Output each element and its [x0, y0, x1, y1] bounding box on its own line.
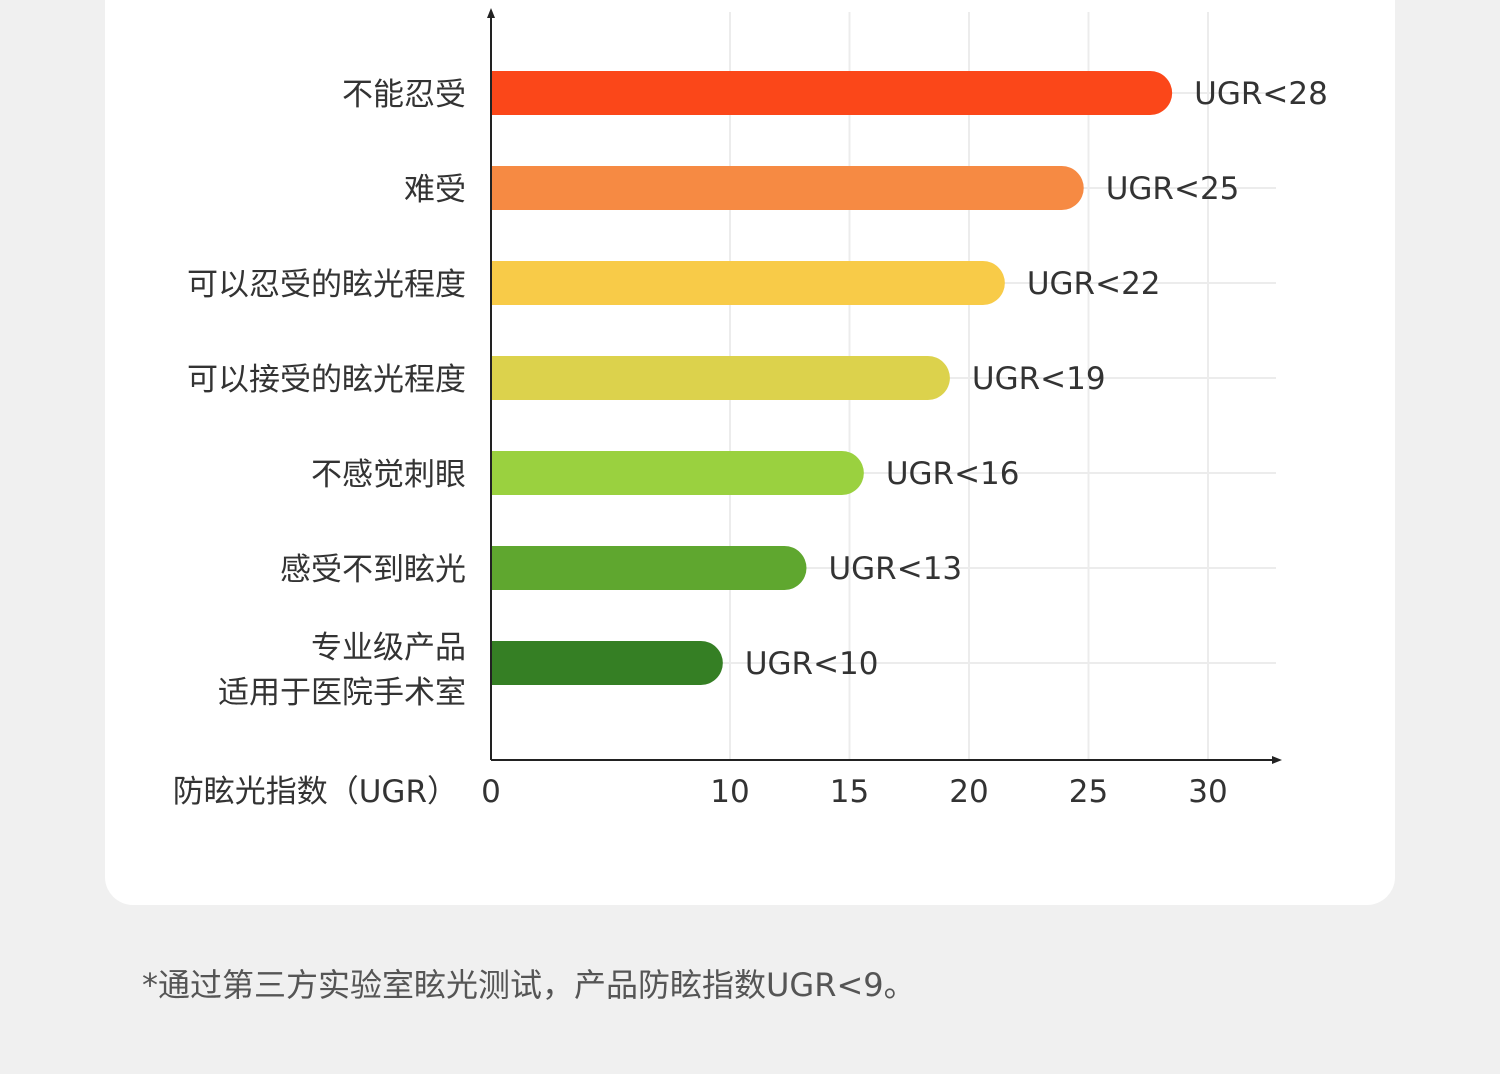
x-tick-label-10: 10: [710, 774, 749, 810]
labels: UGR<28 UGR<25 UGR<22 UGR<19 UGR<16 UGR<13 UGR<…: [173, 76, 1328, 810]
category-label-3: 可以接受的眩光程度: [187, 362, 466, 398]
x-tick-label-0: 0: [481, 774, 501, 810]
data-label-2: UGR<22: [1027, 266, 1161, 302]
data-label-3: UGR<19: [972, 361, 1106, 397]
data-label-1: UGR<25: [1106, 171, 1240, 207]
category-label-5: 感受不到眩光: [280, 552, 466, 588]
category-label-4: 不感觉刺眼: [311, 457, 466, 493]
category-label-6: 专业级产品适用于医院手术室: [218, 630, 466, 711]
footnote: *通过第三方实验室眩光测试，产品防眩指数UGR<9。: [142, 966, 916, 1004]
bar-1: [491, 166, 1084, 210]
bar-2: [491, 261, 1005, 305]
bar-3: [491, 356, 950, 400]
bar-0: [491, 71, 1173, 115]
bar-4: [491, 451, 864, 495]
bar-5: [491, 546, 807, 590]
x-tick-label-15: 15: [830, 774, 869, 810]
category-label-0: 不能忍受: [342, 77, 466, 113]
axis-title: 防眩光指数（UGR）: [173, 774, 458, 810]
data-label-5: UGR<13: [828, 551, 962, 587]
data-label-4: UGR<16: [886, 456, 1020, 492]
x-tick-label-30: 30: [1188, 774, 1227, 810]
category-label-1: 难受: [404, 172, 466, 208]
data-label-0: UGR<28: [1194, 76, 1328, 112]
ugr-bar-chart: UGR<28 UGR<25 UGR<22 UGR<19 UGR<16 UGR<13 UGR<…: [173, 8, 1328, 810]
y-axis-arrow: [487, 8, 495, 18]
bars: [491, 71, 1173, 685]
axes: [487, 8, 1282, 764]
bar-6: [491, 641, 723, 685]
data-label-6: UGR<10: [745, 646, 879, 682]
x-axis-arrow: [1272, 756, 1282, 764]
x-tick-label-25: 25: [1069, 774, 1108, 810]
x-tick-label-20: 20: [949, 774, 988, 810]
category-label-2: 可以忍受的眩光程度: [187, 267, 466, 303]
